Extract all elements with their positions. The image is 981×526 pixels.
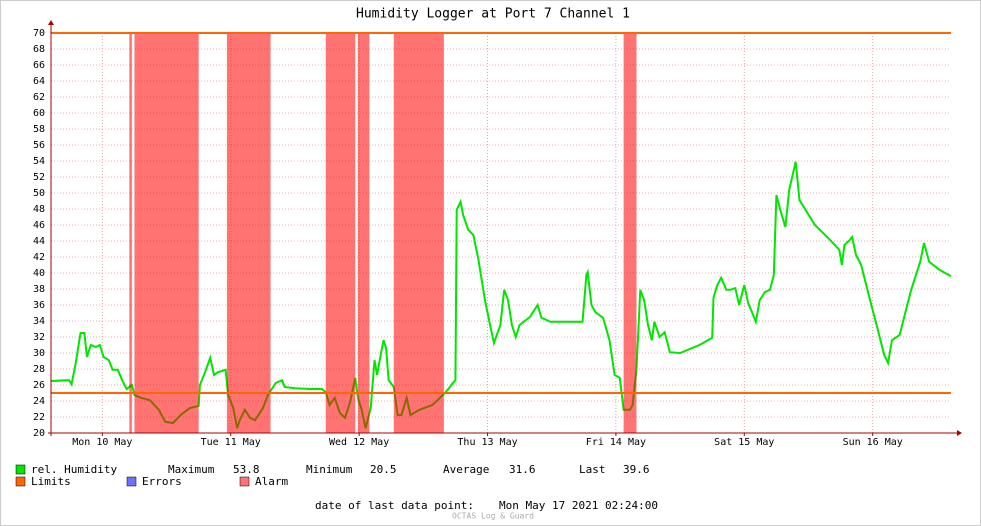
x-tick-label: Tue 11 May xyxy=(201,437,261,448)
stat-label: Last xyxy=(579,463,606,476)
watermark: OCTAS Log & Guard xyxy=(452,512,534,521)
stat-label: Minimum xyxy=(306,463,353,476)
y-tick-label: 32 xyxy=(33,332,45,343)
legend-swatch xyxy=(126,476,137,487)
y-tick-label: 68 xyxy=(33,44,45,55)
alarm-band xyxy=(623,33,637,433)
y-tick-label: 48 xyxy=(33,204,45,215)
legend-label: Errors xyxy=(142,475,182,488)
legend-swatch xyxy=(239,476,250,487)
legend-label: Alarm xyxy=(255,475,288,488)
y-axis-arrow xyxy=(48,20,54,25)
footer-label: date of last data point: xyxy=(315,499,474,512)
y-tick-label: 24 xyxy=(33,396,45,407)
stat-label: Maximum xyxy=(168,463,215,476)
y-tick-label: 56 xyxy=(33,140,45,151)
y-tick-label: 54 xyxy=(33,156,45,167)
y-tick-label: 70 xyxy=(33,28,45,39)
x-axis-arrow xyxy=(957,430,962,436)
x-tick-label: Thu 13 May xyxy=(457,437,517,448)
legend-swatch xyxy=(15,476,26,487)
chart-title: Humidity Logger at Port 7 Channel 1 xyxy=(356,7,630,22)
y-tick-label: 34 xyxy=(33,316,45,327)
stat-value: 31.6 xyxy=(509,463,536,476)
stat-value: 39.6 xyxy=(623,463,650,476)
legend-label: Limits xyxy=(31,475,71,488)
y-tick-label: 26 xyxy=(33,380,45,391)
y-tick-label: 28 xyxy=(33,364,45,375)
stat-value: 20.5 xyxy=(370,463,397,476)
data-line xyxy=(50,161,952,429)
y-tick-label: 66 xyxy=(33,60,45,71)
y-tick-label: 62 xyxy=(33,92,45,103)
alarm-band xyxy=(357,33,370,433)
alarm-band xyxy=(134,33,199,433)
y-tick-label: 52 xyxy=(33,172,45,183)
legend-swatch xyxy=(15,464,26,475)
y-tick-label: 60 xyxy=(33,108,45,119)
footer-date: Mon May 17 2021 02:24:00 xyxy=(499,499,658,512)
alarm-band xyxy=(226,33,271,433)
y-tick-label: 42 xyxy=(33,252,45,263)
y-tick-label: 46 xyxy=(33,220,45,231)
y-tick-label: 40 xyxy=(33,268,45,279)
x-tick-label: Wed 12 May xyxy=(329,437,389,448)
x-tick-label: Fri 14 May xyxy=(586,437,646,448)
alarm-band xyxy=(325,33,356,433)
y-tick-label: 38 xyxy=(33,284,45,295)
alarm-band xyxy=(393,33,444,433)
stat-label: Average xyxy=(443,463,489,476)
x-tick-label: Sat 15 May xyxy=(714,437,774,448)
y-tick-label: 64 xyxy=(33,76,45,87)
y-tick-label: 50 xyxy=(33,188,45,199)
x-tick-label: Sun 16 May xyxy=(843,437,903,448)
y-tick-label: 36 xyxy=(33,300,45,311)
x-tick-label: Mon 10 May xyxy=(72,437,132,448)
y-tick-label: 58 xyxy=(33,124,45,135)
alarm-band xyxy=(129,33,132,433)
legend-label: rel. Humidity xyxy=(31,463,117,476)
y-tick-label: 20 xyxy=(33,428,45,439)
y-tick-label: 44 xyxy=(33,236,45,247)
y-tick-label: 30 xyxy=(33,348,45,359)
y-tick-label: 22 xyxy=(33,412,45,423)
stat-value: 53.8 xyxy=(233,463,260,476)
